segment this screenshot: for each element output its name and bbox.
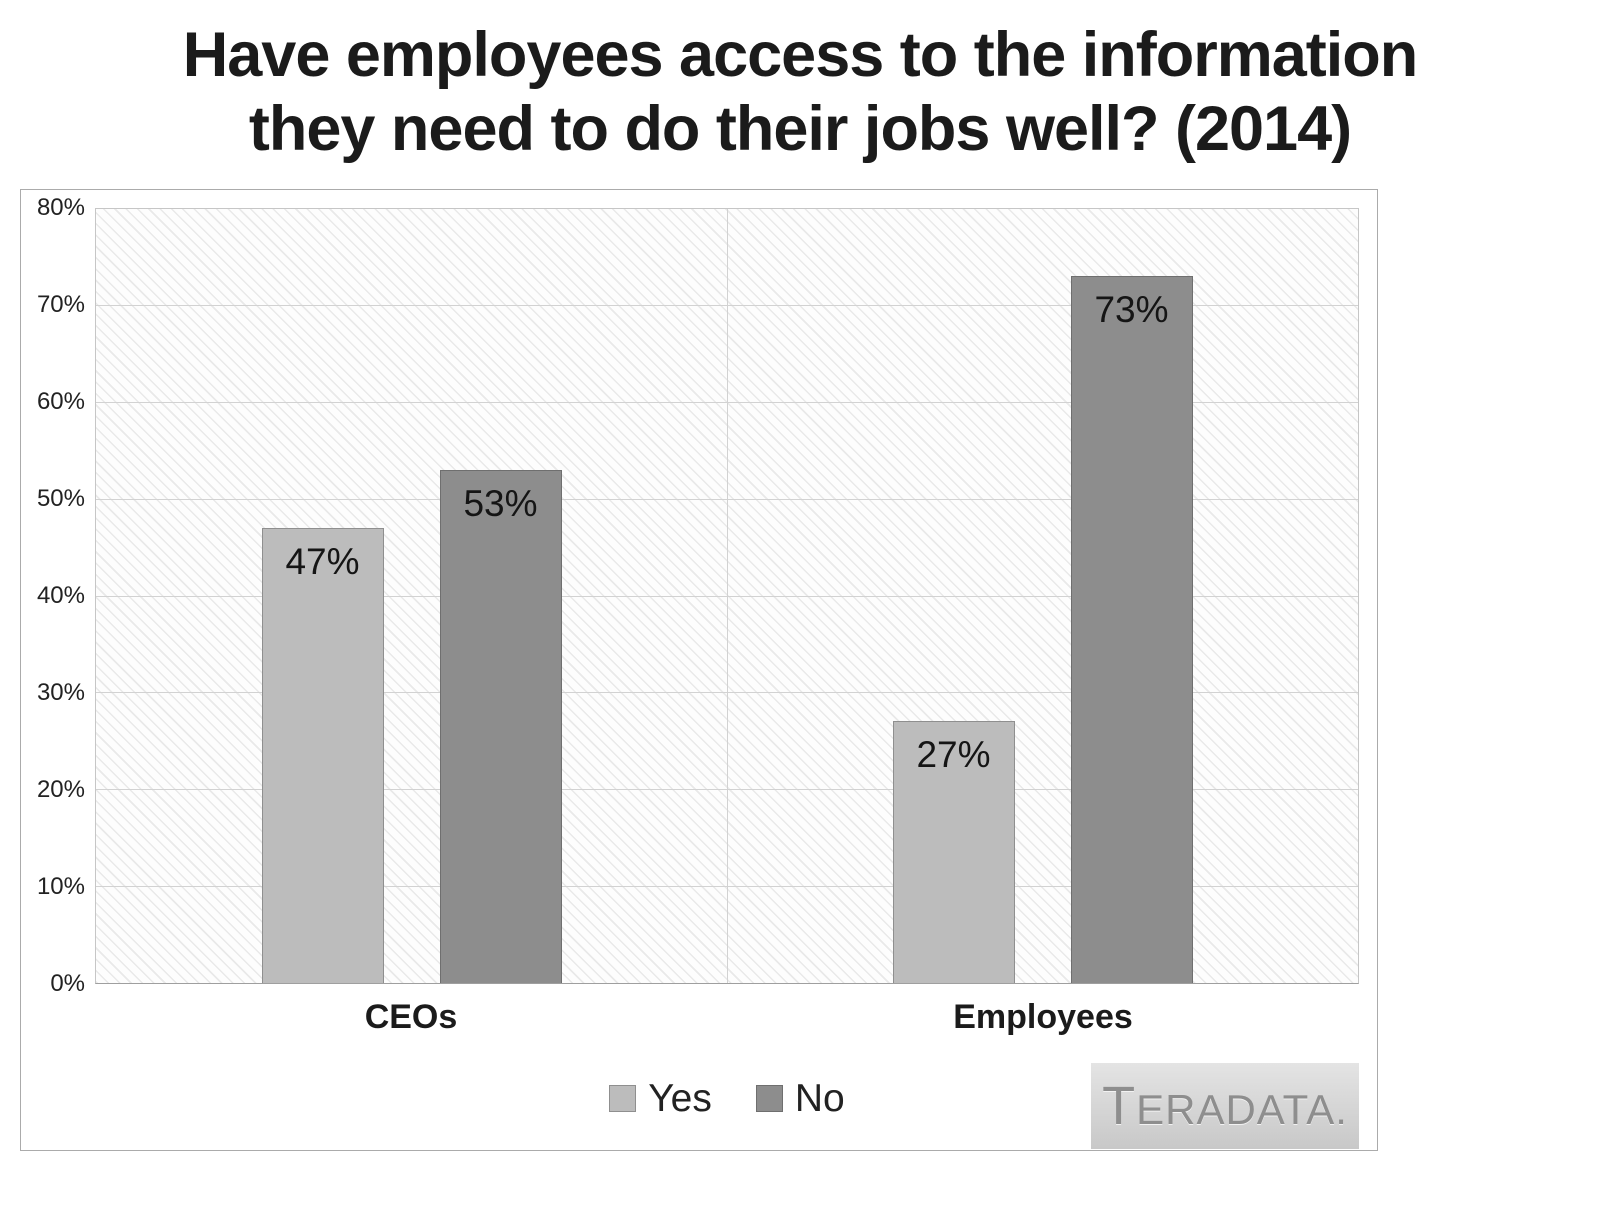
gridline [96, 595, 1358, 597]
teradata-logo: TERADATA. [1091, 1062, 1359, 1149]
gridline [96, 498, 1358, 500]
gridline [96, 789, 1358, 791]
category-label-employees: Employees [953, 997, 1133, 1036]
plot-area: 47% 53% 27% 73% [95, 207, 1359, 984]
bar-employees-yes: 27% [892, 721, 1015, 983]
gridline [96, 402, 1358, 404]
y-tick-label: 60% [36, 387, 85, 415]
legend-swatch-no [755, 1085, 783, 1113]
legend-label-no: No [794, 1076, 845, 1120]
gridline [96, 885, 1358, 887]
y-tick-label: 70% [36, 290, 85, 318]
bar-group-ceos: 47% 53% [96, 209, 727, 983]
y-tick-label: 20% [36, 775, 85, 803]
chart-title-line1: Have employees access to the information [182, 20, 1418, 90]
bar-groups: 47% 53% 27% 73% [96, 209, 1358, 983]
bar-value-label: 73% [1094, 289, 1169, 331]
chart-title: Have employees access to the information… [0, 18, 1600, 167]
legend: Yes No [95, 1077, 1359, 1121]
category-label-ceos: CEOs [364, 997, 458, 1036]
chart-title-line2: they need to do their jobs well? (2014) [248, 94, 1352, 165]
gridline [96, 305, 1358, 307]
gridline [96, 692, 1358, 694]
legend-label-yes: Yes [648, 1076, 712, 1120]
y-axis: 80% 70% 60% 50% 40% 30% 20% 10% 0% [29, 194, 95, 997]
page: Have employees access to the information… [0, 18, 1600, 1206]
y-tick-label: 50% [36, 484, 85, 512]
bar-value-label: 27% [916, 734, 991, 776]
y-tick-label: 30% [36, 678, 85, 706]
chart-container: 80% 70% 60% 50% 40% 30% 20% 10% 0% 47% 53% 27% 73% … [20, 188, 1378, 1151]
legend-item-yes: Yes [609, 1077, 712, 1121]
y-tick-label: 80% [36, 193, 85, 221]
bar-group-employees: 27% 73% [727, 209, 1358, 983]
y-tick-label: 0% [50, 969, 85, 997]
legend-swatch-yes [609, 1085, 637, 1113]
chart-body: 80% 70% 60% 50% 40% 30% 20% 10% 0% 47% 53% 27% 73% [29, 194, 1359, 997]
x-axis: CEOs Employees [95, 998, 1359, 1037]
bar-value-label: 47% [285, 540, 360, 582]
bar-value-label: 53% [463, 482, 538, 524]
y-tick-label: 40% [36, 581, 85, 609]
teradata-logo-text: TERADATA. [1102, 1075, 1348, 1136]
footer-row: Yes No TERADATA. [95, 1062, 1359, 1157]
bar-ceos-no: 53% [439, 469, 562, 983]
legend-item-no: No [755, 1076, 845, 1121]
y-tick-label: 10% [36, 872, 85, 900]
bar-employees-no: 73% [1070, 276, 1193, 983]
bar-ceos-yes: 47% [261, 527, 384, 983]
